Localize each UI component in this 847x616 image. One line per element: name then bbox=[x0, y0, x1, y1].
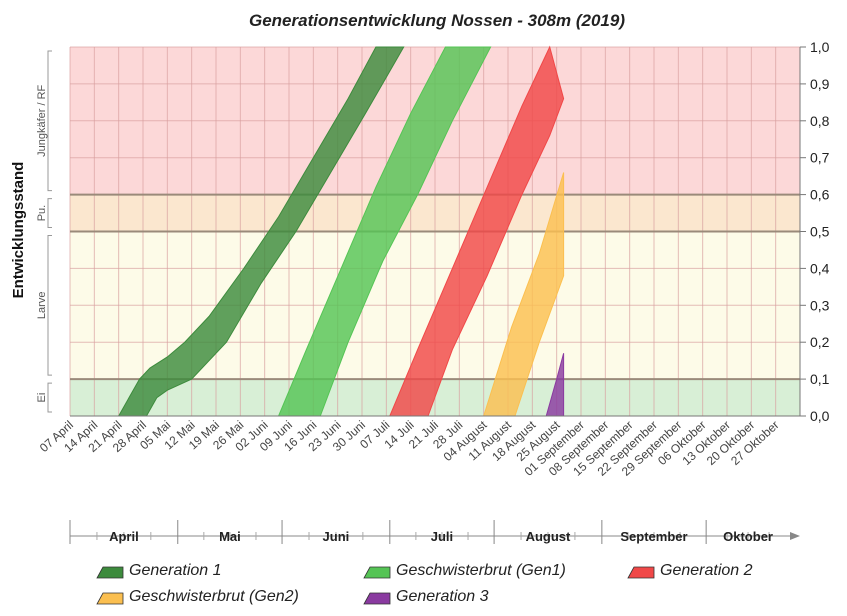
stage-bracket-3 bbox=[47, 50, 52, 192]
stage-label-1: Larve bbox=[36, 292, 48, 320]
legend-item-1: Geschwisterbrut (Gen1) bbox=[362, 562, 566, 580]
y-tick-label-1: 0,1 bbox=[810, 371, 830, 387]
series-areas bbox=[117, 45, 565, 417]
month-label-0: April bbox=[109, 529, 139, 544]
y-tick-label-10: 1,0 bbox=[810, 39, 830, 55]
stage-label-0: Ei bbox=[36, 393, 48, 403]
y-tick-label-5: 0,5 bbox=[810, 224, 830, 240]
y-tick-label-2: 0,2 bbox=[810, 334, 830, 350]
y-tick-label-0: 0,0 bbox=[810, 408, 830, 424]
stage-bracket-2 bbox=[47, 198, 52, 228]
legend-label-3: Geschwisterbrut (Gen2) bbox=[129, 588, 299, 605]
month-label-5: September bbox=[620, 529, 687, 544]
y-tick-label-9: 0,9 bbox=[810, 76, 830, 92]
legend-label-4: Generation 3 bbox=[396, 588, 489, 605]
stage-label-3: Jungkäfer / RF bbox=[36, 84, 48, 156]
series-area-0 bbox=[117, 46, 405, 417]
stage-bracket-0 bbox=[47, 382, 52, 413]
legend-swatch-3 bbox=[96, 592, 124, 605]
legend-swatch-shape-3 bbox=[96, 592, 124, 605]
y-tick-label-7: 0,7 bbox=[810, 150, 830, 166]
legend-swatch-shape-2 bbox=[627, 566, 655, 579]
y-tick-label-4: 0,4 bbox=[810, 260, 830, 276]
month-label-6: Oktober bbox=[723, 529, 773, 544]
legend-swatch-4 bbox=[363, 592, 391, 605]
y-tick-label-3: 0,3 bbox=[810, 297, 830, 313]
y-tick-label-6: 0,6 bbox=[810, 187, 830, 203]
legend-label-1: Geschwisterbrut (Gen1) bbox=[396, 562, 566, 579]
chart-title: Generationsentwicklung Nossen - 308m (20… bbox=[249, 11, 625, 30]
month-label-2: Juni bbox=[323, 529, 350, 544]
month-axis-arrow bbox=[790, 532, 800, 540]
axes: 0,00,10,20,30,40,50,60,70,80,91,007 Apri… bbox=[36, 39, 830, 544]
legend-swatch-shape-1 bbox=[363, 566, 391, 579]
legend-swatch-0 bbox=[96, 566, 124, 579]
month-label-1: Mai bbox=[219, 529, 241, 544]
series-area-2 bbox=[389, 45, 565, 417]
month-label-3: Juli bbox=[431, 529, 453, 544]
y-tick-label-8: 0,8 bbox=[810, 113, 830, 129]
legend-swatch-1 bbox=[363, 566, 391, 579]
series-area-3 bbox=[482, 172, 565, 417]
legend-swatch-shape-4 bbox=[363, 592, 391, 605]
legend-swatch-2 bbox=[627, 566, 655, 579]
legend: Generation 1 Geschwisterbrut (Gen1) Genera… bbox=[0, 556, 847, 616]
legend-item-2: Generation 2 bbox=[626, 562, 753, 580]
stage-label-2: Pu. bbox=[36, 205, 48, 222]
chart-canvas: Generationsentwicklung Nossen - 308m (20… bbox=[10, 11, 830, 544]
legend-item-4: Generation 3 bbox=[362, 588, 489, 606]
y-axis-label: Entwicklungsstand bbox=[10, 162, 27, 299]
legend-label-0: Generation 1 bbox=[129, 562, 222, 579]
legend-swatch-shape-0 bbox=[96, 566, 124, 579]
stage-bracket-1 bbox=[47, 235, 52, 376]
legend-item-3: Geschwisterbrut (Gen2) bbox=[95, 588, 299, 606]
month-label-4: August bbox=[526, 529, 571, 544]
legend-label-2: Generation 2 bbox=[660, 562, 753, 579]
series-area-1 bbox=[277, 46, 492, 417]
legend-item-0: Generation 1 bbox=[95, 562, 222, 580]
